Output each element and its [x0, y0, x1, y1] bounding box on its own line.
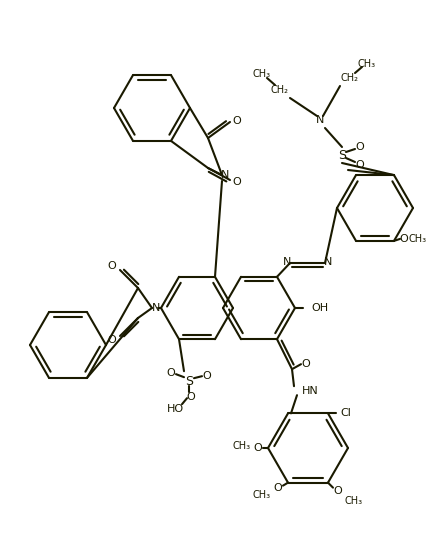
Text: HN: HN: [302, 386, 319, 396]
Text: CH₃: CH₃: [358, 59, 376, 69]
Text: CH₃: CH₃: [345, 496, 363, 506]
Text: N: N: [152, 303, 160, 313]
Text: O: O: [233, 116, 241, 126]
Text: S: S: [338, 148, 346, 161]
Text: O: O: [167, 368, 175, 378]
Text: N: N: [221, 170, 229, 180]
Text: O: O: [356, 142, 364, 152]
Text: CH₂: CH₂: [271, 85, 289, 95]
Text: O: O: [274, 483, 282, 493]
Text: N: N: [324, 257, 332, 267]
Text: N: N: [283, 257, 291, 267]
Text: O: O: [187, 392, 195, 402]
Text: CH₃: CH₃: [253, 69, 271, 79]
Text: O: O: [254, 443, 263, 453]
Text: CH₃: CH₃: [409, 234, 427, 244]
Text: CH₂: CH₂: [341, 73, 359, 83]
Text: O: O: [334, 486, 342, 496]
Text: CH₃: CH₃: [233, 441, 251, 451]
Text: O: O: [356, 160, 364, 170]
Text: OH: OH: [311, 303, 328, 313]
Text: O: O: [400, 234, 409, 244]
Text: CH₃: CH₃: [253, 489, 271, 500]
Text: O: O: [108, 261, 116, 271]
Text: O: O: [108, 335, 116, 345]
Text: S: S: [185, 375, 193, 388]
Text: HO: HO: [167, 404, 184, 414]
Text: O: O: [202, 371, 211, 381]
Text: N: N: [316, 115, 324, 125]
Text: O: O: [233, 177, 241, 187]
Text: Cl: Cl: [340, 408, 351, 418]
Text: O: O: [302, 359, 310, 369]
